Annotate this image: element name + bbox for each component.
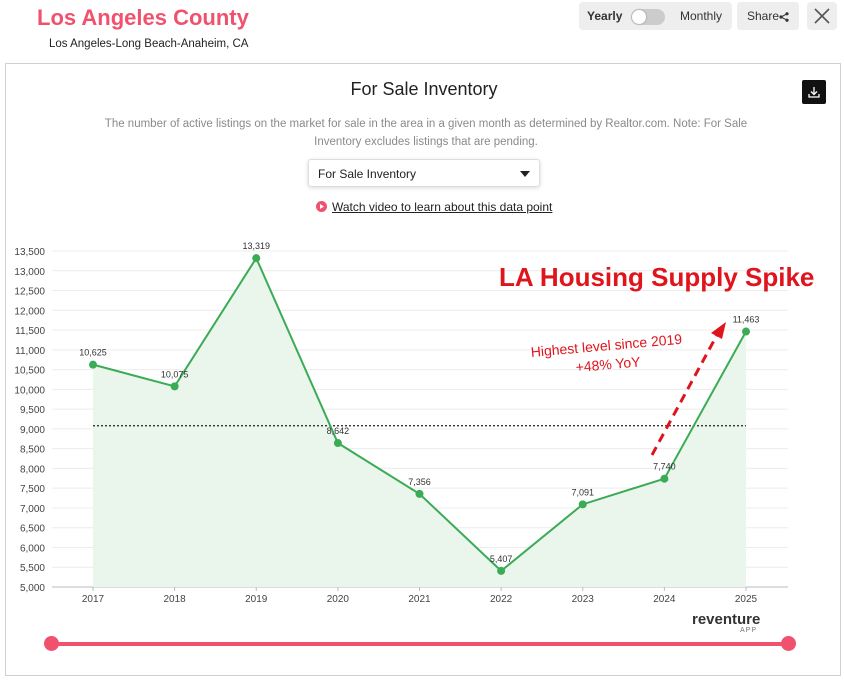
- x-tick-label: 2021: [408, 594, 431, 605]
- y-tick-label: 6,500: [20, 524, 45, 535]
- x-tick-label: 2023: [572, 594, 595, 605]
- data-point: [742, 327, 750, 336]
- data-point: [333, 439, 342, 448]
- y-tick-label: 13,000: [14, 267, 45, 278]
- y-tick-label: 6,000: [20, 543, 45, 554]
- y-tick-label: 5,500: [20, 563, 45, 574]
- data-point: [252, 254, 261, 263]
- y-tick-label: 11,500: [15, 326, 45, 337]
- data-label: 10,075: [161, 369, 189, 379]
- frequency-switch[interactable]: [631, 9, 665, 25]
- y-tick-label: 11,000: [15, 346, 45, 357]
- x-tick-label: 2020: [327, 594, 350, 605]
- watch-video-link[interactable]: Watch video to learn about this data poi…: [316, 200, 552, 214]
- data-label: 7,356: [408, 477, 431, 487]
- frequency-toggle[interactable]: Yearly Monthly: [579, 2, 732, 30]
- data-label: 8,642: [327, 426, 350, 436]
- y-tick-label: 13,500: [14, 247, 45, 258]
- reventure-logo: reventure: [692, 611, 761, 628]
- x-tick-label: 2018: [164, 594, 187, 605]
- data-label: 5,407: [490, 554, 513, 564]
- data-label: 10,625: [79, 348, 107, 358]
- y-tick-label: 8,000: [20, 464, 45, 475]
- x-tick-label: 2019: [245, 594, 268, 605]
- y-tick-label: 9,000: [20, 425, 45, 436]
- close-button[interactable]: [807, 2, 837, 30]
- data-point: [578, 500, 587, 509]
- county-title: Los Angeles County: [37, 5, 249, 30]
- y-tick-label: 7,500: [20, 484, 45, 495]
- share-button[interactable]: Share: [737, 2, 799, 30]
- data-label: 11,463: [733, 315, 760, 325]
- x-tick-label: 2024: [653, 594, 676, 605]
- switch-knob[interactable]: [632, 10, 646, 24]
- x-tick-label: 2025: [735, 594, 758, 605]
- range-start-handle[interactable]: [44, 636, 59, 651]
- share-label: Share: [747, 9, 780, 23]
- close-icon: [814, 8, 830, 24]
- data-label: 7,740: [653, 462, 676, 472]
- metric-select[interactable]: For Sale Inventory: [308, 159, 540, 187]
- chart-title: For Sale Inventory: [350, 79, 498, 99]
- reventure-logo-sub: APP: [740, 627, 758, 634]
- chevron-down-icon: [520, 171, 530, 177]
- y-tick-label: 9,500: [20, 405, 45, 416]
- x-tick-label: 2022: [490, 594, 513, 605]
- toggle-monthly-label[interactable]: Monthly: [680, 9, 723, 23]
- data-label: 13,319: [242, 241, 270, 251]
- data-point: [415, 489, 424, 498]
- data-point: [660, 474, 669, 483]
- download-icon: [808, 87, 820, 98]
- y-tick-label: 12,500: [14, 287, 45, 298]
- annotation-arrow-head: [711, 322, 726, 339]
- metric-select-value: For Sale Inventory: [318, 167, 417, 181]
- data-point: [89, 360, 97, 369]
- y-tick-label: 8,500: [20, 445, 45, 456]
- y-tick-label: 7,000: [20, 504, 45, 515]
- share-icon: [779, 12, 789, 22]
- data-label: 7,091: [571, 487, 594, 497]
- toggle-yearly-label[interactable]: Yearly: [587, 9, 623, 23]
- play-icon: [316, 201, 327, 212]
- y-tick-label: 12,000: [14, 306, 45, 317]
- series-area: [93, 258, 746, 587]
- chart-description: The number of active listings on the mar…: [104, 118, 748, 148]
- y-tick-label: 10,500: [14, 366, 45, 377]
- y-tick-label: 10,000: [14, 385, 45, 396]
- watch-video-text: Watch video to learn about this data poi…: [332, 200, 553, 214]
- data-point: [497, 566, 506, 575]
- annotation-title: LA Housing Supply Spike: [499, 262, 815, 292]
- range-end-handle[interactable]: [781, 636, 796, 651]
- range-track[interactable]: [52, 642, 788, 646]
- annotation-arrow-line: [650, 334, 719, 456]
- year-range-slider[interactable]: [44, 636, 796, 652]
- data-point: [170, 382, 179, 391]
- x-tick-label: 2017: [82, 594, 105, 605]
- metro-subtitle: Los Angeles-Long Beach-Anaheim, CA: [49, 38, 249, 50]
- download-button[interactable]: [802, 80, 826, 104]
- y-tick-label: 5,000: [20, 583, 45, 594]
